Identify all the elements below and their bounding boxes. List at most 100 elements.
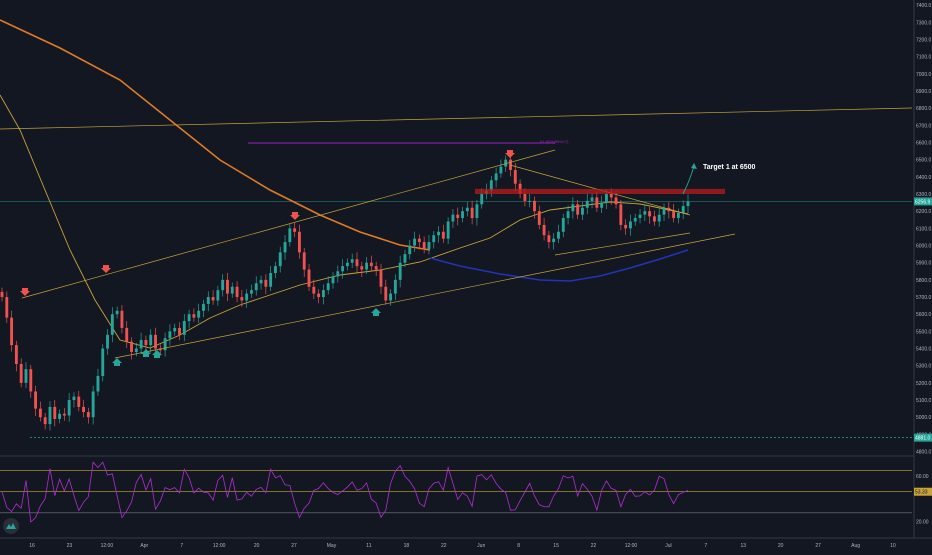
candle-body <box>350 259 354 263</box>
candle-body <box>254 283 258 291</box>
candle-body <box>278 252 282 267</box>
price-tick-label: 6800.0 <box>916 106 932 112</box>
candle-body <box>374 266 378 270</box>
blue-moving-average <box>429 249 689 282</box>
candle-body <box>557 231 560 239</box>
rsi-panel <box>0 455 914 523</box>
price-tick-label: 7300.0 <box>916 20 932 26</box>
candle-body <box>120 310 124 328</box>
time-tick-label: 22 <box>591 543 597 549</box>
candle-body <box>48 406 52 425</box>
candle-body <box>605 194 608 203</box>
price-tick-label: 4800.0 <box>916 450 932 456</box>
price-tick-label: 6200.0 <box>916 209 932 215</box>
time-tick-label: 20 <box>778 543 784 549</box>
candle-body <box>230 286 234 294</box>
candle-body <box>609 194 613 198</box>
fib-label: 61.80%(6594.7) <box>540 139 569 144</box>
candle-body <box>86 412 90 418</box>
up-arrow <box>141 349 151 357</box>
candle-body <box>312 286 316 294</box>
candle-body <box>465 207 469 212</box>
candle-body <box>106 334 109 349</box>
candle-body <box>321 290 325 298</box>
triangle-lower-line <box>554 232 691 256</box>
price-tick-label: 6300.0 <box>916 192 932 198</box>
down-arrow <box>101 265 111 273</box>
candle-body <box>82 406 85 413</box>
candle-body <box>552 238 556 243</box>
candle-body <box>58 413 62 419</box>
time-tick-label: May <box>327 543 337 549</box>
price-tick-label: 6900.0 <box>916 89 932 95</box>
candle-body <box>34 391 38 409</box>
long-moving-average <box>0 19 431 251</box>
candle-body <box>633 218 637 222</box>
price-tick-label: 7200.0 <box>916 37 932 43</box>
time-tick-label: 11 <box>366 543 371 549</box>
price-tick-label: 5300.0 <box>916 364 932 370</box>
current-price-badge <box>914 197 932 206</box>
down-arrow <box>290 212 300 220</box>
candle-body <box>533 200 536 212</box>
candle-body <box>307 269 311 287</box>
candle-body <box>274 266 277 273</box>
candle-body <box>326 283 330 291</box>
price-tick-label: 6000.0 <box>916 244 932 250</box>
long-horizontal-trendline <box>0 107 913 130</box>
candle-body <box>269 273 273 287</box>
price-tick-label: 7100.0 <box>916 55 932 61</box>
candle-body <box>408 245 412 255</box>
short-moving-average <box>0 94 689 349</box>
candle-body <box>590 197 594 201</box>
low-level-label: 4881.0 <box>915 436 931 442</box>
price-axis-bg <box>914 0 932 550</box>
candle-body <box>360 266 364 270</box>
rsi-tick-label: 60.00 <box>916 474 929 480</box>
time-tick-label: 27 <box>815 543 821 549</box>
candle-body <box>451 214 455 222</box>
candle-body <box>379 269 383 287</box>
candle-body <box>595 197 599 208</box>
candle-body <box>154 334 157 349</box>
price-tick-label: 5000.0 <box>916 415 932 421</box>
candle-body <box>619 204 623 225</box>
resistance-zone <box>475 188 725 195</box>
candle-body <box>226 279 229 294</box>
candle-body <box>638 214 642 219</box>
tradingview-logo[interactable] <box>3 518 19 534</box>
candle-body <box>206 297 210 304</box>
candle-body <box>91 391 95 418</box>
candle-body <box>72 396 76 401</box>
candle-body <box>499 166 503 174</box>
candle-body <box>288 228 292 243</box>
time-tick-label: 13 <box>740 543 746 549</box>
candle-body <box>600 202 604 208</box>
candle-body <box>480 194 484 205</box>
candle-body <box>528 200 532 202</box>
time-tick-label: 16 <box>29 543 35 549</box>
candle-body <box>537 211 541 225</box>
time-tick-label: Jun <box>477 543 485 549</box>
candle-body <box>576 204 580 215</box>
price-tick-label: 7000.0 <box>916 72 932 78</box>
candle-body <box>686 201 690 207</box>
candle-body <box>5 297 9 318</box>
down-arrow <box>20 288 30 296</box>
candle-body <box>413 238 416 246</box>
candle-body <box>53 406 57 419</box>
price-tick-label: 6700.0 <box>916 123 932 129</box>
candle-body <box>336 271 340 277</box>
candle-body <box>628 221 632 229</box>
price-tick-label: 5500.0 <box>916 329 932 335</box>
candle-body <box>494 173 498 181</box>
time-tick-label: 27 <box>291 543 297 549</box>
candle-body <box>681 206 685 213</box>
candle-body <box>456 214 460 219</box>
candle-body <box>652 216 656 222</box>
rsi-tick-label: 20.00 <box>916 519 929 525</box>
price-tick-label: 5200.0 <box>916 381 932 387</box>
